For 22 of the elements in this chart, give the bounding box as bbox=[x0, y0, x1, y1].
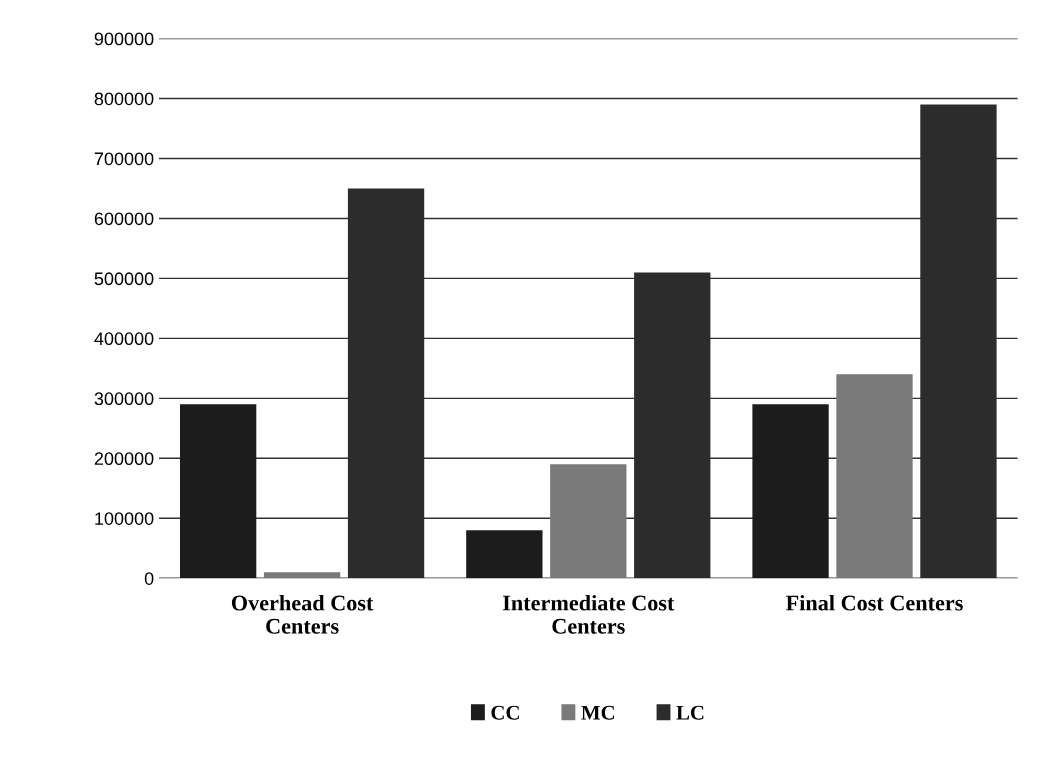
y-tick-label: 800000 bbox=[94, 92, 154, 106]
legend-label: CC bbox=[491, 705, 519, 720]
bar bbox=[179, 404, 257, 579]
x-tick-label: Final Cost Centers bbox=[786, 594, 963, 611]
bar bbox=[263, 572, 341, 579]
x-tick-label: Overhead Cost Centers bbox=[231, 594, 374, 634]
legend-label: MC bbox=[581, 705, 615, 720]
y-tick-label: 100000 bbox=[95, 512, 154, 525]
y-tick-label: 700000 bbox=[94, 152, 154, 166]
bar bbox=[836, 374, 913, 579]
y-tick-label: 600000 bbox=[94, 212, 154, 226]
bar bbox=[752, 404, 829, 579]
y-tick-label: 0 bbox=[144, 572, 154, 585]
y-tick-label: 900000 bbox=[94, 32, 154, 46]
legend-label: LC bbox=[676, 705, 704, 720]
y-tick-label: 200000 bbox=[94, 452, 154, 466]
y-tick-label: 500000 bbox=[94, 272, 154, 286]
y-tick-label: 400000 bbox=[94, 332, 154, 346]
y-tick-label: 300000 bbox=[94, 392, 154, 406]
bar bbox=[550, 464, 627, 579]
x-tick-label: Intermediate Cost Centers bbox=[502, 594, 675, 634]
bar bbox=[466, 530, 543, 579]
